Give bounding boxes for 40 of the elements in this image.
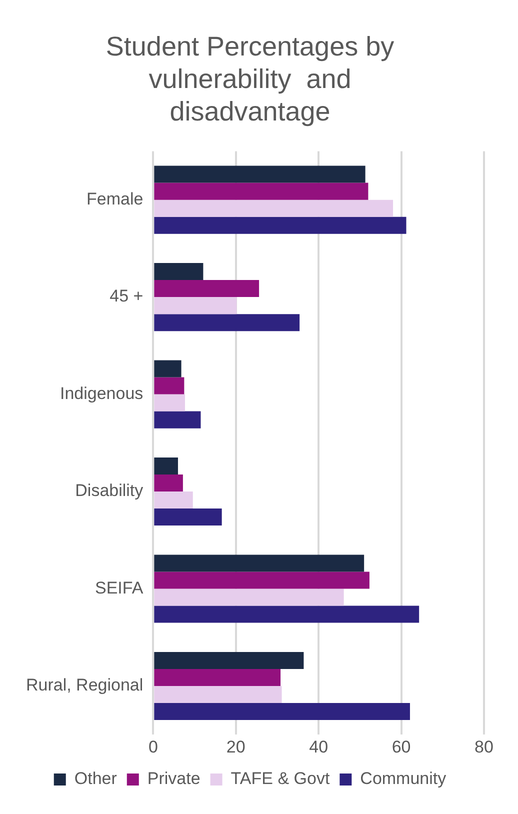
bar bbox=[154, 377, 184, 394]
bar bbox=[154, 200, 394, 217]
bar bbox=[154, 492, 193, 509]
bar bbox=[154, 314, 300, 332]
bar bbox=[154, 166, 366, 183]
chart-title: Student Percentages by vulnerability and disadvantage bbox=[106, 32, 395, 126]
bar bbox=[154, 280, 260, 298]
bar bbox=[154, 508, 222, 526]
y-tick-label: Indigenous bbox=[60, 384, 144, 403]
bar bbox=[154, 606, 420, 623]
legend-label: Private bbox=[147, 769, 200, 788]
bar bbox=[154, 297, 237, 314]
x-tick-label: 0 bbox=[148, 737, 158, 756]
bar bbox=[154, 652, 304, 669]
x-tick-label: 80 bbox=[474, 737, 494, 756]
bar bbox=[154, 588, 344, 606]
bar bbox=[154, 668, 281, 686]
x-tick-label: 20 bbox=[226, 737, 246, 756]
legend-label: Other bbox=[74, 769, 118, 788]
x-tick-label: 40 bbox=[309, 737, 328, 756]
bar bbox=[154, 572, 370, 589]
bar bbox=[154, 686, 282, 703]
bar bbox=[154, 263, 204, 280]
bar bbox=[154, 360, 182, 378]
legend-label: Community bbox=[360, 769, 447, 788]
bar bbox=[154, 703, 410, 720]
y-tick-label: 45 + bbox=[110, 286, 144, 306]
legend-label: TAFE & Govt bbox=[230, 769, 330, 788]
bar bbox=[154, 457, 178, 474]
y-tick-label: Female bbox=[86, 190, 144, 209]
bar bbox=[154, 554, 364, 572]
y-tick-label: Disability bbox=[75, 481, 144, 500]
bar bbox=[154, 411, 201, 428]
bar bbox=[154, 216, 406, 234]
bar bbox=[154, 474, 183, 492]
y-tick-label: SEIFA bbox=[94, 578, 144, 598]
bar bbox=[154, 182, 368, 200]
x-tick-label: 60 bbox=[392, 737, 411, 756]
y-tick-label: Rural, Regional bbox=[26, 676, 144, 695]
bar bbox=[154, 394, 186, 412]
